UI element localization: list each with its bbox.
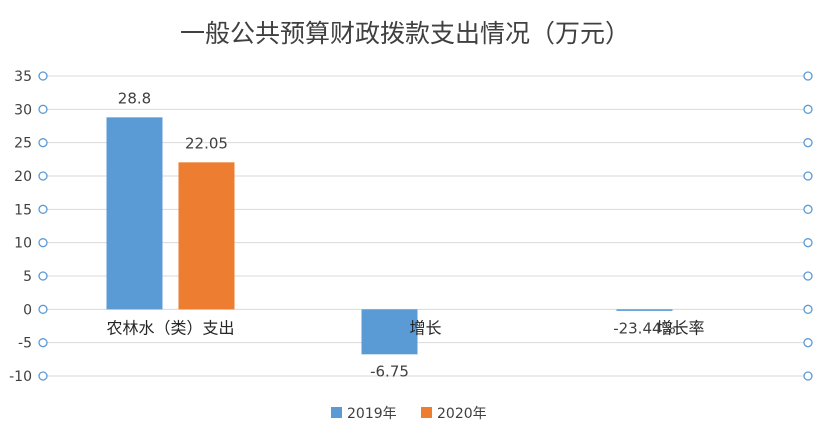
gridline-marker — [38, 338, 48, 348]
gridline-marker — [38, 304, 48, 314]
gridlines — [38, 71, 813, 381]
legend-swatch — [421, 407, 432, 418]
gridline-marker — [803, 171, 813, 181]
y-tick-label: -10 — [9, 369, 32, 385]
gridline-marker — [803, 304, 813, 314]
y-axis: -10 -5 0 5 10 15 20 25 30 35 — [9, 69, 32, 385]
y-tick-label: 20 — [14, 169, 32, 185]
gridline-marker — [803, 371, 813, 381]
y-tick-label: 30 — [14, 102, 32, 118]
y-tick-label: 15 — [14, 202, 32, 218]
gridline-marker — [38, 71, 48, 81]
gridline-marker — [803, 104, 813, 114]
x-axis: 农林水（类）支出 增长 增长率 — [106, 318, 704, 337]
legend-swatch — [331, 407, 342, 418]
gridline-marker — [803, 238, 813, 248]
data-label: 22.05 — [185, 134, 228, 152]
gridline-marker — [803, 204, 813, 214]
data-label: 28.8 — [118, 89, 151, 107]
gridline-marker — [38, 138, 48, 148]
gridline-marker — [803, 71, 813, 81]
y-tick-label: -5 — [18, 336, 32, 352]
gridline-marker — [38, 204, 48, 214]
y-tick-label: 10 — [14, 236, 32, 252]
gridline-marker — [803, 138, 813, 148]
x-category-label: 增长 — [409, 318, 441, 337]
y-tick-label: 0 — [23, 302, 32, 318]
legend-label: 2020年 — [437, 406, 487, 422]
gridline-marker — [38, 171, 48, 181]
chart-title: 一般公共预算财政拨款支出情况（万元） — [180, 19, 630, 48]
gridline-marker — [803, 338, 813, 348]
data-label: -6.75 — [370, 362, 409, 380]
data-labels: 28.8 22.05 -6.75 -23.44% — [118, 89, 676, 380]
y-tick-label: 5 — [23, 269, 32, 285]
bar — [361, 309, 418, 355]
bar — [106, 117, 163, 310]
y-tick-label: 25 — [14, 136, 32, 152]
legend-label: 2019年 — [347, 406, 397, 422]
bar — [616, 309, 673, 311]
gridline-marker — [38, 238, 48, 248]
bars — [106, 117, 673, 355]
x-category-label: 农林水（类）支出 — [106, 318, 234, 337]
y-tick-label: 35 — [14, 69, 32, 85]
gridline-marker — [803, 271, 813, 281]
gridline-marker — [38, 104, 48, 114]
data-label: -23.44% — [613, 319, 676, 337]
x-category-label: 增长率 — [656, 318, 704, 337]
legend: 2019年 2020年 — [331, 406, 487, 422]
bar — [178, 162, 235, 310]
gridline-marker — [38, 271, 48, 281]
gridline-marker — [38, 371, 48, 381]
